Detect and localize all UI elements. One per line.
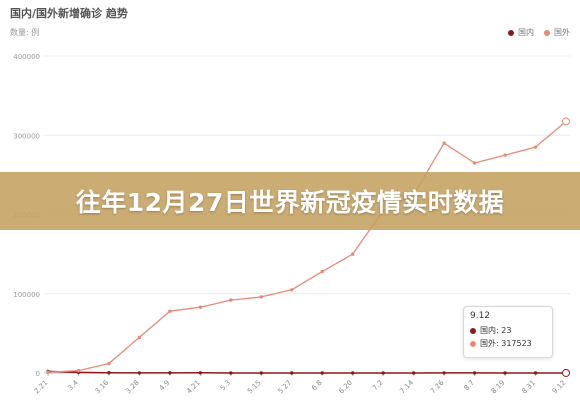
legend-label: 国内 bbox=[518, 28, 534, 37]
banner-text: 往年12月27日世界新冠疫情实时数据 bbox=[75, 188, 505, 217]
series-line-foreign bbox=[47, 120, 567, 373]
unit-label: 数量: 例 bbox=[10, 28, 40, 37]
y-tick-label: 300000 bbox=[13, 132, 40, 140]
series-line-domestic bbox=[47, 370, 566, 374]
x-tick-label: 5.15 bbox=[246, 379, 263, 396]
data-point-foreign bbox=[198, 305, 203, 309]
chart-title: 国内/国外新增确诊 趋势 bbox=[10, 7, 128, 20]
x-tick-label: 3.28 bbox=[124, 379, 141, 396]
data-point-foreign bbox=[107, 361, 111, 366]
data-point-domestic bbox=[533, 371, 538, 375]
tooltip-dot-icon bbox=[470, 340, 476, 347]
data-point-domestic bbox=[562, 368, 570, 377]
data-point-domestic bbox=[411, 371, 416, 375]
x-tick-label: 7.14 bbox=[398, 378, 415, 395]
data-point-foreign bbox=[259, 295, 263, 299]
data-point-domestic bbox=[229, 371, 233, 375]
data-point-foreign bbox=[533, 145, 538, 149]
data-point-foreign bbox=[472, 161, 477, 165]
legend-label: 国外 bbox=[554, 28, 570, 37]
x-tick-label: 6.20 bbox=[337, 379, 354, 396]
y-tick-label: 400000 bbox=[13, 53, 40, 61]
tooltip-date: 9.12 bbox=[470, 311, 491, 321]
legend-item-foreign[interactable]: 国外 bbox=[544, 27, 570, 38]
tooltip: 9.12 国内: 23 国外: 317523 bbox=[463, 306, 553, 358]
x-tick-label: 8.31 bbox=[520, 379, 537, 396]
data-point-foreign bbox=[46, 370, 50, 374]
data-point-domestic bbox=[259, 371, 263, 375]
legend: 国内 国外 bbox=[508, 27, 570, 38]
x-tick-label: 5.27 bbox=[276, 379, 293, 396]
x-tick-label: 6.8 bbox=[310, 379, 324, 393]
legend-item-domestic[interactable]: 国内 bbox=[508, 27, 534, 38]
data-point-foreign bbox=[562, 117, 570, 126]
x-tick-label: 9.12 bbox=[551, 379, 568, 396]
x-tick-label: 8.19 bbox=[490, 379, 507, 396]
title-banner: 往年12月27日世界新冠疫情实时数据 bbox=[0, 172, 580, 230]
data-point-domestic bbox=[351, 371, 355, 375]
data-point-domestic bbox=[381, 371, 385, 375]
tooltip-row-foreign: 国外: 317523 bbox=[470, 337, 546, 350]
data-point-domestic bbox=[503, 371, 507, 375]
tooltip-dot-icon bbox=[470, 327, 476, 334]
data-point-domestic bbox=[107, 371, 111, 375]
x-tick-label: 3.16 bbox=[94, 378, 111, 395]
y-tick-label: 100000 bbox=[13, 291, 40, 299]
data-point-domestic bbox=[168, 371, 172, 375]
data-point-foreign bbox=[76, 368, 81, 373]
data-point-foreign bbox=[442, 141, 446, 145]
data-point-foreign bbox=[168, 309, 172, 313]
data-point-domestic bbox=[320, 371, 324, 375]
data-point-domestic bbox=[198, 371, 203, 375]
data-point-foreign bbox=[137, 335, 142, 340]
data-point-foreign bbox=[229, 298, 233, 302]
x-tick-label: 3.4 bbox=[66, 378, 80, 392]
x-tick-label: 5.3 bbox=[219, 379, 233, 393]
data-point-domestic bbox=[442, 371, 446, 375]
x-tick-label: 7.2 bbox=[371, 379, 385, 393]
x-tick-label: 4.21 bbox=[185, 379, 202, 396]
data-point-foreign bbox=[351, 252, 355, 256]
data-point-domestic bbox=[472, 371, 477, 375]
legend-dot-icon bbox=[508, 29, 514, 36]
data-point-domestic bbox=[290, 371, 294, 375]
legend-dot-icon bbox=[544, 29, 550, 36]
x-tick-label: 2.21 bbox=[33, 379, 50, 396]
x-tick-label: 8.7 bbox=[462, 379, 476, 393]
data-point-foreign bbox=[320, 269, 324, 274]
x-tick-label: 4.9 bbox=[158, 379, 172, 393]
data-point-domestic bbox=[137, 371, 142, 375]
tooltip-row-domestic: 国内: 23 bbox=[470, 324, 546, 337]
tooltip-value: 国外: 317523 bbox=[480, 339, 532, 348]
y-tick-label: 0 bbox=[36, 370, 40, 378]
tooltip-value: 国内: 23 bbox=[480, 326, 512, 335]
data-point-foreign bbox=[290, 288, 294, 292]
x-tick-label: 7.26 bbox=[429, 378, 446, 395]
data-point-foreign bbox=[503, 153, 507, 157]
